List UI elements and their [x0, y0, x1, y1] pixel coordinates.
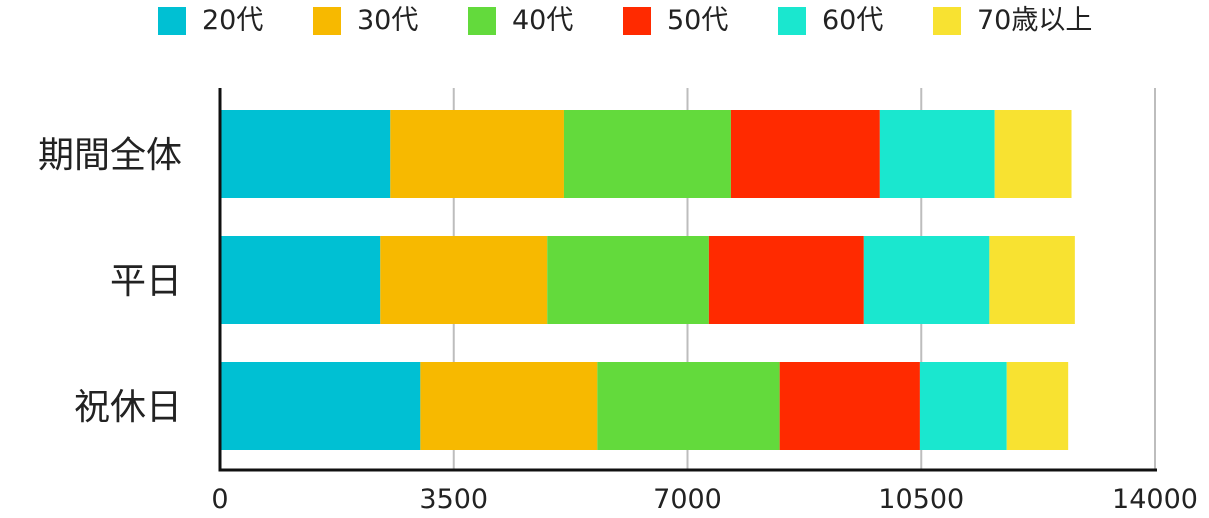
legend-item: 30代: [313, 6, 418, 36]
legend-swatch: [313, 7, 341, 35]
x-tick-label: 3500: [419, 484, 488, 515]
legend-label: 70歳以上: [977, 5, 1093, 36]
bar-2-series-1: [420, 362, 598, 450]
legend-swatch: [778, 7, 806, 35]
legend-item: 40代: [468, 6, 573, 36]
bar-1-series-3: [708, 236, 864, 324]
category-label: 祝休日: [74, 387, 182, 428]
bar-0-series-1: [390, 110, 564, 198]
legend-item: 60代: [778, 6, 883, 36]
category-label: 期間全体: [38, 135, 182, 176]
x-tick-label: 0: [211, 484, 228, 515]
legend-label: 40代: [512, 5, 574, 36]
x-tick-label: 7000: [653, 484, 722, 515]
bar-0-series-0: [220, 110, 391, 198]
legend-swatch: [468, 7, 496, 35]
legend-swatch: [158, 7, 186, 35]
bar-2-series-5: [1006, 362, 1069, 450]
bar-2-series-0: [220, 362, 421, 450]
legend-label: 60代: [822, 5, 884, 36]
bar-1-series-4: [863, 236, 990, 324]
bars: [220, 110, 1075, 450]
bar-0-series-2: [563, 110, 731, 198]
legend-label: 50代: [667, 5, 729, 36]
bar-1-series-2: [547, 236, 709, 324]
bar-2-series-4: [919, 362, 1007, 450]
tick-labels: 0 3500 7000 10500 14000: [211, 484, 1198, 515]
bar-1-series-0: [220, 236, 381, 324]
bar-1-series-1: [380, 236, 548, 324]
axes: [218, 88, 1157, 472]
bar-2-series-2: [597, 362, 780, 450]
legend-label: 20代: [202, 5, 264, 36]
x-tick-label: 10500: [878, 484, 964, 515]
legend-item: 20代: [158, 6, 263, 36]
legend: 20代 30代 40代 50代 60代 70歳以上: [0, 0, 1209, 50]
legend-swatch: [623, 7, 651, 35]
legend-item: 70歳以上: [933, 6, 1092, 36]
bar-0-series-3: [730, 110, 880, 198]
bar-2-series-3: [779, 362, 920, 450]
legend-item: 50代: [623, 6, 728, 36]
bar-0-series-4: [879, 110, 995, 198]
x-tick-label: 14000: [1112, 484, 1198, 515]
legend-label: 30代: [357, 5, 419, 36]
bar-1-series-5: [989, 236, 1075, 324]
category-label: 平日: [110, 261, 182, 302]
bar-0-series-5: [994, 110, 1072, 198]
legend-swatch: [933, 7, 961, 35]
